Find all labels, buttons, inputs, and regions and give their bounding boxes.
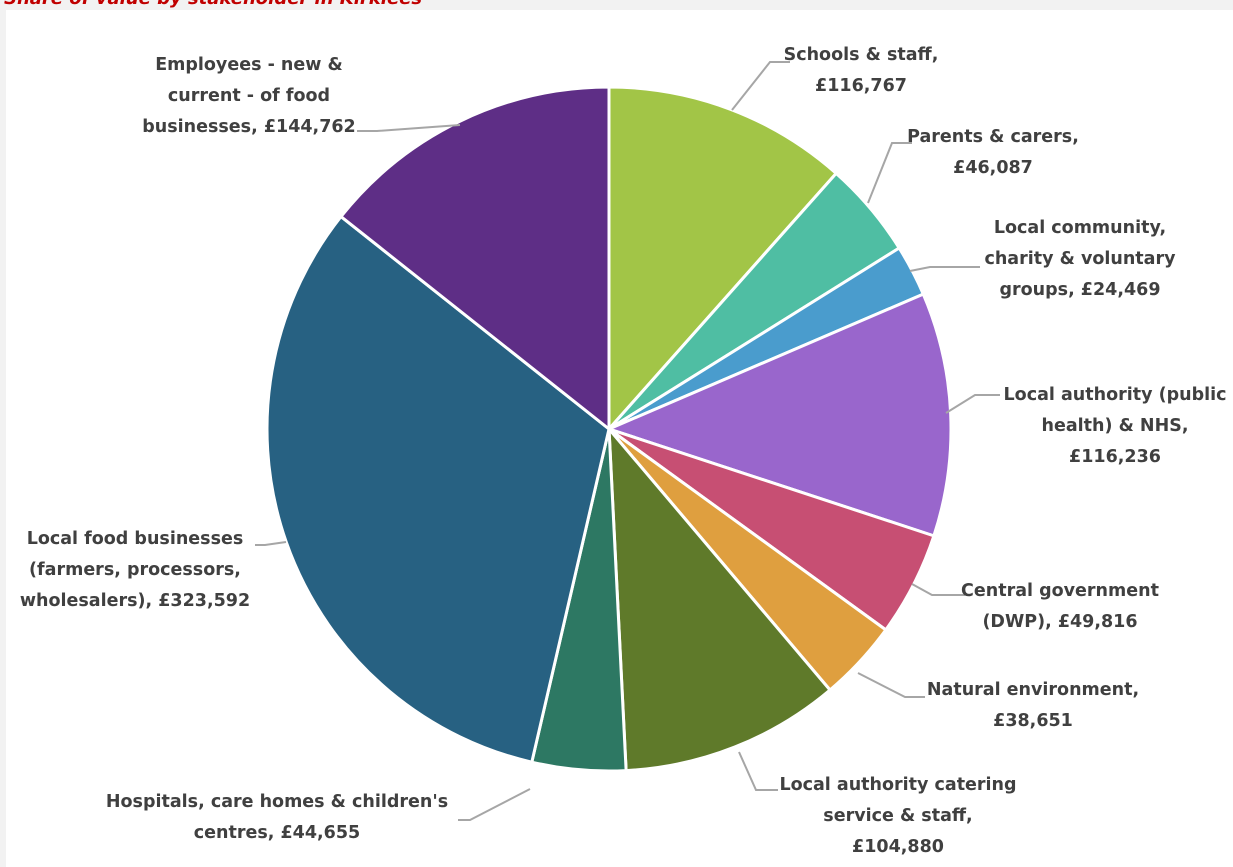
slice-label-line: health) & NHS, — [1042, 416, 1189, 436]
slice-label-7: Local authority catering service & staff,… — [779, 775, 1016, 857]
slice-label-line: charity & voluntary — [984, 249, 1176, 269]
slice-labels: Schools & staff, £116,767 Parents & carers… — [20, 45, 1227, 857]
slice-label-line: Hospitals, care homes & children's — [106, 792, 448, 812]
pie-slice-1 — [607, 85, 838, 431]
slice-label-5: Central government (DWP), £49,816 — [961, 581, 1159, 632]
leader-line-1 — [731, 61, 790, 111]
leader-line-6 — [857, 672, 925, 698]
slice-label-line: Employees - new & — [155, 55, 343, 75]
leader-line-3 — [909, 266, 980, 272]
leader-line-8 — [458, 788, 531, 821]
slice-label-8: Hospitals, care homes & children's centre… — [106, 792, 448, 843]
slice-label-line: £104,880 — [852, 837, 944, 857]
slice-label-3: Local community, charity & voluntary group… — [984, 218, 1176, 300]
leader-lines — [255, 61, 1000, 821]
leader-line-2 — [867, 142, 912, 204]
slice-label-6: Natural environment, £38,651 — [927, 680, 1139, 731]
slice-label-line: businesses, £144,762 — [142, 117, 355, 137]
pie-slice-4 — [607, 292, 953, 538]
pie-slices — [265, 85, 953, 773]
chart-title: Share of value by stakeholder in Kirklee… — [4, 0, 422, 9]
slice-label-line: centres, £44,655 — [194, 823, 360, 843]
slice-label-line: Local authority catering — [779, 775, 1016, 795]
slice-label-line: Schools & staff, — [784, 45, 939, 65]
pie-slice-10 — [339, 85, 611, 431]
leader-line-9 — [255, 541, 287, 546]
slice-label-line: groups, £24,469 — [999, 280, 1160, 300]
slice-label-9: Local food businesses (farmers, processor… — [20, 529, 250, 611]
slice-label-4: Local authority (public health) & NHS, £11… — [1004, 385, 1227, 467]
pie-slice-7 — [607, 427, 832, 773]
slice-label-line: (farmers, processors, — [29, 560, 241, 580]
slice-label-line: Central government — [961, 581, 1159, 601]
slice-label-line: £38,651 — [993, 711, 1073, 731]
slice-label-1: Schools & staff, £116,767 — [784, 45, 939, 96]
slice-label-2: Parents & carers, £46,087 — [907, 127, 1079, 178]
slice-label-line: Natural environment, — [927, 680, 1139, 700]
slice-label-line: wholesalers), £323,592 — [20, 591, 250, 611]
slice-label-line: service & staff, — [823, 806, 972, 826]
slice-label-line: £116,767 — [815, 76, 907, 96]
slice-label-10: Employees - new & current - of food busine… — [142, 55, 355, 137]
slice-label-line: £116,236 — [1069, 447, 1161, 467]
slice-label-line: (DWP), £49,816 — [982, 612, 1137, 632]
leader-line-4 — [945, 394, 1000, 414]
slice-label-line: Local community, — [994, 218, 1166, 238]
slice-label-line: Local food businesses — [27, 529, 244, 549]
leader-line-5 — [911, 583, 965, 596]
leader-line-7 — [738, 751, 778, 791]
slice-label-line: current - of food — [168, 86, 330, 106]
slice-label-line: Parents & carers, — [907, 127, 1079, 147]
pie-slice-9 — [265, 215, 611, 764]
slice-label-line: £46,087 — [953, 158, 1033, 178]
slice-label-line: Local authority (public — [1004, 385, 1227, 405]
leader-line-10 — [357, 124, 461, 132]
